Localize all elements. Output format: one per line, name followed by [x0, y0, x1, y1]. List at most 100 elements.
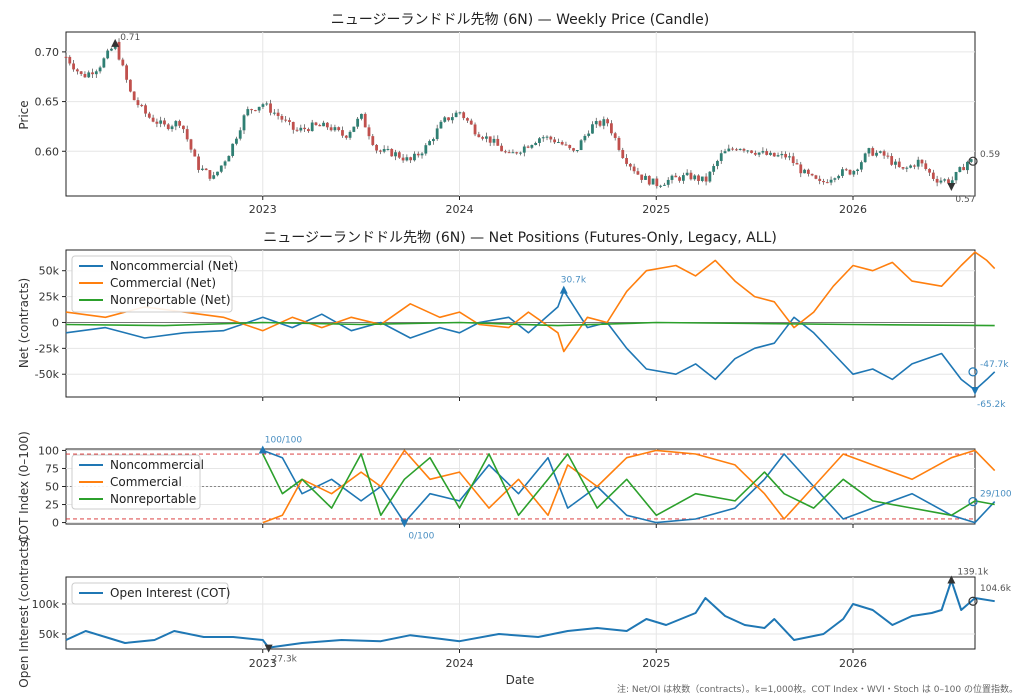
candle-body [318, 125, 322, 127]
cot-ticks: 0 25 50 75 100 [38, 444, 854, 530]
candle-body [655, 178, 659, 187]
candle-body [280, 115, 284, 120]
net-legend-nonreportable: Nonreportable (Net) [110, 293, 231, 307]
oi-marker [947, 575, 956, 584]
oi-marker [264, 644, 273, 653]
candle-body [549, 136, 553, 140]
candle-body [962, 167, 966, 171]
candle-body [674, 175, 678, 178]
candle-body [943, 179, 947, 181]
candle-body [776, 155, 780, 157]
price-ticks: 0.60 0.65 0.70 2023 2024 2025 2026 [35, 46, 868, 216]
candle-body [969, 159, 973, 162]
candle-body [102, 58, 106, 68]
candle-body [72, 63, 75, 70]
candle-body [753, 152, 757, 155]
candle-body [700, 176, 704, 181]
candle-body [935, 178, 939, 183]
candle-body [954, 171, 958, 181]
candle-body [931, 172, 935, 179]
y-tick-label: 0 [52, 517, 59, 530]
candle-body [859, 162, 863, 170]
candle-body [170, 126, 174, 130]
candle-body [94, 71, 98, 75]
oi-annotation-label: 27.3k [272, 655, 298, 665]
candle-body [647, 175, 651, 185]
candle-body [500, 145, 503, 152]
candle-body [572, 148, 575, 151]
candle-body [947, 179, 950, 184]
candle-body [325, 122, 329, 128]
candle-body [742, 148, 746, 151]
candle-body [485, 136, 488, 139]
candle-body [772, 152, 776, 157]
candle-body [519, 152, 522, 154]
candle-body [329, 127, 333, 131]
candle-body [481, 137, 485, 139]
net-legend: Noncommercial (Net) Commercial (Net) Non… [71, 255, 238, 313]
candle-body [867, 148, 871, 154]
candle-body [621, 149, 625, 159]
candle-body [712, 166, 716, 172]
cot-legend-nonreportable: Nonreportable [110, 492, 196, 506]
cot-index-panel: COT Index (0–100) 0 25 50 75 100 100/100 0/10… [17, 431, 1012, 543]
candle-body [174, 121, 178, 127]
candle-body [413, 153, 416, 161]
candle-body [659, 185, 663, 187]
candle-body [439, 121, 443, 129]
candle-body [924, 163, 928, 169]
net-legend-noncommercial: Noncommercial (Net) [110, 259, 238, 273]
candle-body [556, 142, 560, 144]
net-plot-area [65, 249, 976, 398]
candle-body [575, 150, 579, 152]
candle-body [837, 175, 841, 179]
candle-body [791, 156, 795, 164]
net-annotation-label: -47.7k [980, 360, 1009, 370]
y-tick-label: 0 [52, 316, 59, 329]
candle-body [121, 59, 125, 66]
candle-body [734, 149, 738, 151]
oi-annotations: 27.3k 139.1k 104.6k [264, 568, 1012, 665]
candle-body [780, 153, 784, 156]
candle-body [897, 161, 901, 168]
cot-legend-commercial: Commercial [110, 475, 182, 489]
candle-body [913, 165, 916, 167]
price-grid [66, 32, 975, 196]
candle-body [272, 112, 276, 114]
candle-body [375, 144, 378, 151]
candle-body [420, 153, 424, 156]
net-annotation-label: -65.2k [977, 400, 1006, 410]
y-tick-label: 25 [45, 499, 59, 512]
min-label: 0.57 [955, 195, 975, 205]
candle-body [416, 153, 420, 156]
candle-body [83, 73, 87, 78]
candle-body [806, 169, 810, 174]
y-tick-label: 0.70 [35, 46, 60, 59]
candle-body [435, 128, 439, 140]
oi-annotation-label: 139.1k [957, 568, 989, 578]
candle-body [909, 165, 913, 168]
candle-body [553, 139, 556, 143]
candle-body [253, 110, 257, 112]
candle-body [231, 143, 235, 156]
candle-body [367, 127, 371, 137]
candle-body [829, 179, 833, 183]
candle-body [757, 152, 761, 155]
candle-body [204, 168, 208, 171]
x-tick-label: 2024 [446, 203, 474, 216]
candle-body [958, 167, 962, 172]
candle-body [257, 106, 261, 111]
x-axis-label: Date [506, 673, 535, 687]
candle-body [644, 175, 647, 180]
oi-marker [968, 596, 978, 606]
candle-body [155, 121, 159, 124]
net-panel: ニュージーランドドル先物 (6N) — Net Positions (Futur… [17, 230, 1009, 410]
footnote: 注: Net/OI は枚数（contracts）。k=1,000枚。COT In… [617, 683, 1018, 695]
candle-body [166, 124, 170, 130]
candle-body [401, 157, 405, 161]
candle-body [663, 184, 666, 186]
candle-body [746, 150, 750, 152]
net-marker [968, 367, 978, 377]
candle-body [299, 127, 303, 131]
